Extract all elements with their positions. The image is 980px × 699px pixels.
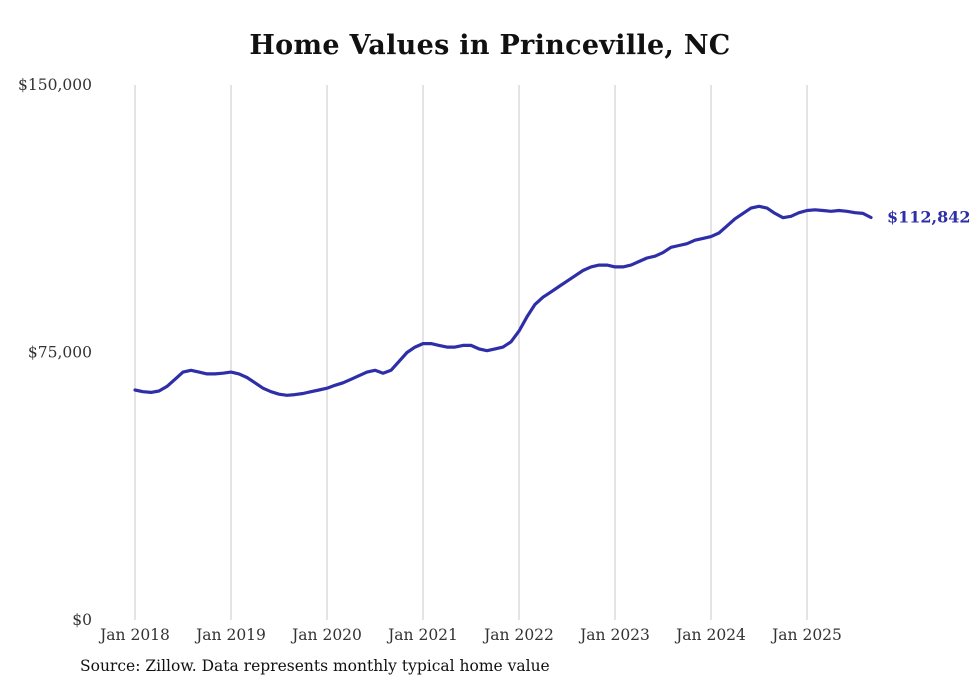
end-value-label: $112,842 [887,208,971,227]
x-tick-label: Jan 2020 [290,626,362,644]
x-tick-label: Jan 2025 [770,626,842,644]
source-note: Source: Zillow. Data represents monthly … [80,657,550,675]
home-value-series-line [133,204,873,397]
y-tick-label: $150,000 [18,76,92,94]
x-tick-label: Jan 2023 [578,626,650,644]
x-tick-label: Jan 2021 [386,626,458,644]
x-tick-label: Jan 2018 [98,626,170,644]
y-tick-label: $75,000 [28,344,92,362]
x-tick-label: Jan 2019 [194,626,266,644]
x-tick-label: Jan 2024 [674,626,746,644]
x-tick-label: Jan 2022 [482,626,554,644]
chart-title: Home Values in Princeville, NC [249,30,731,61]
y-tick-label: $0 [72,611,92,629]
